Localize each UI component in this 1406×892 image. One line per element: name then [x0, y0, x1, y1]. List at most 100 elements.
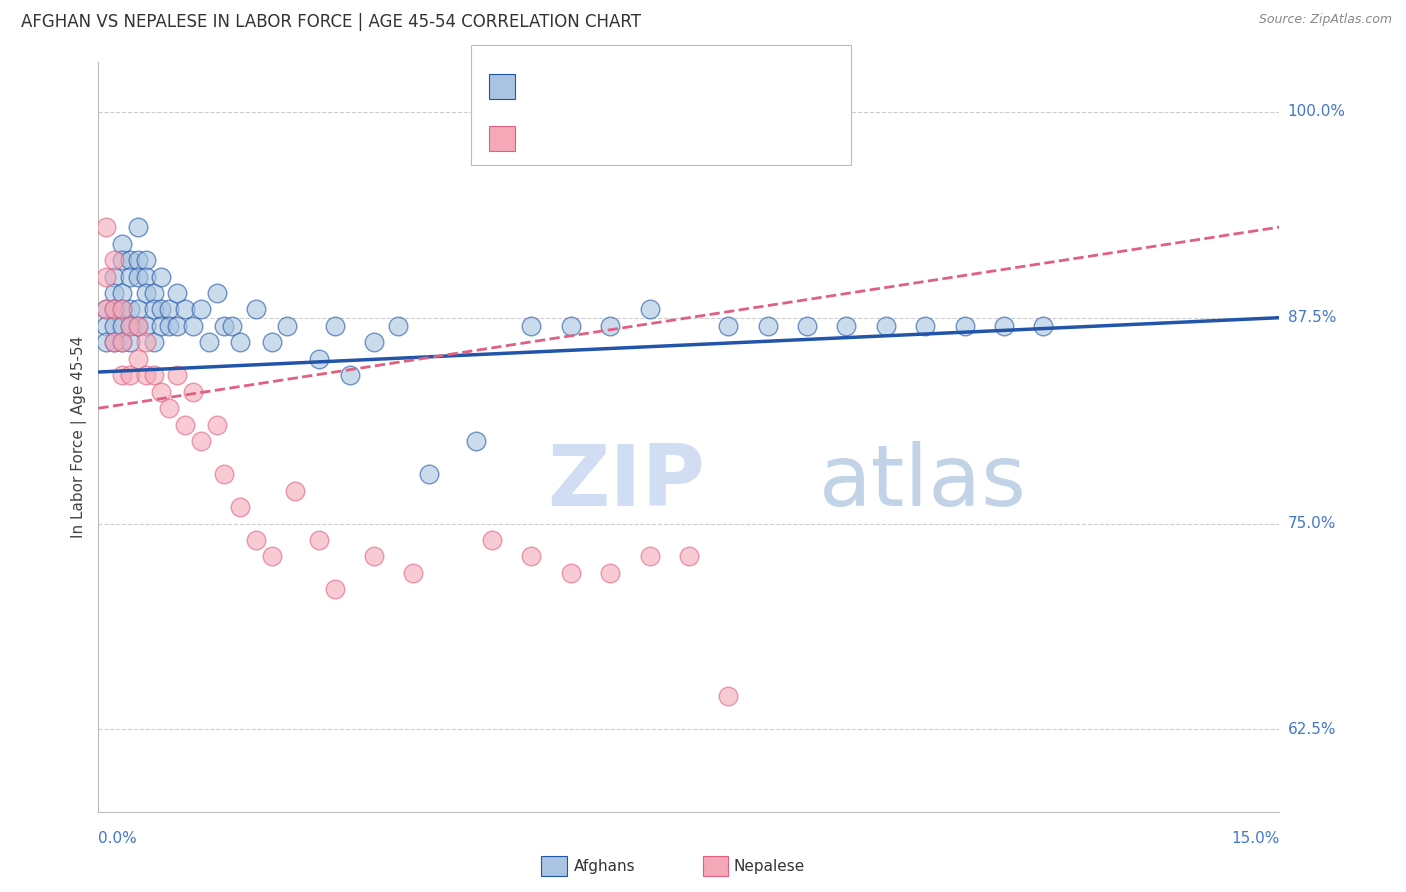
- Point: [284, 483, 307, 498]
- Point: [103, 335, 125, 350]
- Point: [205, 417, 228, 432]
- Point: [638, 549, 661, 564]
- Point: [308, 351, 330, 366]
- Point: [150, 302, 173, 317]
- Point: [418, 467, 440, 482]
- Point: [953, 318, 976, 333]
- Text: ZIP: ZIP: [547, 441, 704, 524]
- Point: [560, 566, 582, 580]
- Point: [197, 335, 219, 350]
- Point: [103, 318, 125, 333]
- Point: [914, 318, 936, 333]
- Point: [135, 253, 157, 268]
- Point: [150, 269, 173, 284]
- Point: [103, 253, 125, 268]
- Point: [599, 318, 621, 333]
- Text: 0.0%: 0.0%: [98, 831, 138, 847]
- Point: [127, 253, 149, 268]
- Point: [150, 384, 173, 399]
- Point: [835, 318, 858, 333]
- Point: [96, 318, 118, 333]
- Point: [142, 368, 165, 383]
- Point: [205, 285, 228, 300]
- Point: [96, 220, 118, 235]
- Point: [118, 318, 141, 333]
- Point: [111, 236, 134, 251]
- Text: 0.198: 0.198: [558, 129, 610, 148]
- Point: [260, 335, 283, 350]
- Point: [221, 318, 243, 333]
- Point: [638, 302, 661, 317]
- Text: 87.5%: 87.5%: [1288, 310, 1336, 326]
- Text: 100.0%: 100.0%: [1288, 104, 1346, 120]
- Point: [111, 285, 134, 300]
- Point: [118, 335, 141, 350]
- Point: [190, 302, 212, 317]
- Text: R =: R =: [523, 129, 560, 148]
- Point: [135, 269, 157, 284]
- Point: [127, 318, 149, 333]
- Text: N =: N =: [607, 129, 644, 148]
- Point: [118, 318, 141, 333]
- Point: [181, 384, 204, 399]
- Point: [135, 318, 157, 333]
- Point: [214, 467, 236, 482]
- Point: [118, 269, 141, 284]
- Point: [363, 335, 385, 350]
- Point: [157, 318, 180, 333]
- Point: [245, 302, 267, 317]
- Text: Afghans: Afghans: [574, 859, 636, 873]
- Point: [127, 269, 149, 284]
- Point: [157, 401, 180, 416]
- Text: N =: N =: [607, 78, 644, 95]
- Point: [181, 318, 204, 333]
- Point: [118, 368, 141, 383]
- Point: [142, 285, 165, 300]
- Point: [481, 533, 503, 547]
- Y-axis label: In Labor Force | Age 45-54: In Labor Force | Age 45-54: [72, 336, 87, 538]
- Point: [103, 285, 125, 300]
- Point: [111, 318, 134, 333]
- Point: [875, 318, 897, 333]
- Text: AFGHAN VS NEPALESE IN LABOR FORCE | AGE 45-54 CORRELATION CHART: AFGHAN VS NEPALESE IN LABOR FORCE | AGE …: [21, 13, 641, 31]
- Point: [520, 318, 543, 333]
- Point: [118, 302, 141, 317]
- Point: [756, 318, 779, 333]
- Text: 62.5%: 62.5%: [1288, 722, 1336, 737]
- Point: [166, 368, 188, 383]
- Point: [993, 318, 1015, 333]
- Point: [190, 434, 212, 449]
- Point: [142, 335, 165, 350]
- Point: [308, 533, 330, 547]
- Text: Source: ZipAtlas.com: Source: ZipAtlas.com: [1258, 13, 1392, 27]
- Point: [174, 302, 197, 317]
- Point: [174, 417, 197, 432]
- Point: [214, 318, 236, 333]
- Point: [402, 566, 425, 580]
- Text: 15.0%: 15.0%: [1232, 831, 1279, 847]
- Text: 71: 71: [640, 78, 662, 95]
- Point: [135, 285, 157, 300]
- Text: Nepalese: Nepalese: [734, 859, 806, 873]
- Point: [142, 302, 165, 317]
- Point: [127, 302, 149, 317]
- Point: [96, 269, 118, 284]
- Point: [323, 318, 346, 333]
- Point: [717, 318, 740, 333]
- Point: [111, 253, 134, 268]
- Point: [363, 549, 385, 564]
- Point: [103, 269, 125, 284]
- Point: [150, 318, 173, 333]
- Text: R =: R =: [523, 78, 560, 95]
- Point: [560, 318, 582, 333]
- Point: [127, 351, 149, 366]
- Point: [111, 335, 134, 350]
- Point: [796, 318, 818, 333]
- Point: [229, 335, 252, 350]
- Point: [323, 582, 346, 597]
- Point: [127, 318, 149, 333]
- Point: [103, 302, 125, 317]
- Point: [260, 549, 283, 564]
- Text: 75.0%: 75.0%: [1288, 516, 1336, 531]
- Point: [111, 335, 134, 350]
